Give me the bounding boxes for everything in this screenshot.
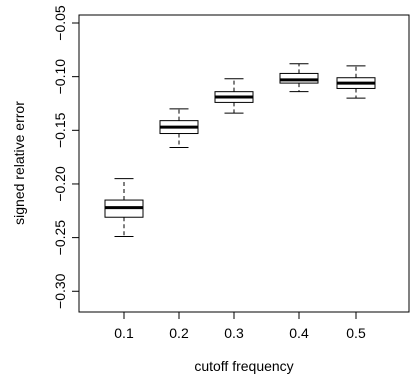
box-0.1	[104, 178, 144, 238]
y-tick-label: −0.20	[52, 166, 68, 202]
box-iqr	[279, 72, 319, 84]
y-tick-label: −0.05	[52, 5, 68, 41]
box-0.5	[336, 65, 376, 99]
x-tick-label: 0.2	[169, 325, 189, 341]
boxes-group	[104, 63, 376, 238]
x-tick-label: 0.1	[114, 325, 134, 341]
box-0.4	[279, 63, 319, 93]
y-tick-label: −0.10	[52, 59, 68, 95]
x-axis-title: cutoff frequency	[194, 358, 293, 374]
box-0.3	[214, 78, 254, 114]
y-tick-label: −0.30	[52, 273, 68, 309]
y-axis-title: signed relative error	[11, 101, 27, 225]
x-tick-label: 0.4	[289, 325, 309, 341]
box-0.2	[159, 108, 199, 148]
y-tick-label: −0.15	[52, 112, 68, 148]
x-axis: 0.1 0.2 0.3 0.4 0.5	[114, 311, 366, 341]
y-tick-label: −0.25	[52, 220, 68, 256]
y-axis: −0.30 −0.25 −0.20 −0.15 −0.10 −0.05	[52, 5, 80, 309]
x-tick-label: 0.3	[224, 325, 244, 341]
x-tick-label: 0.5	[346, 325, 366, 341]
plot-frame	[78, 14, 410, 313]
